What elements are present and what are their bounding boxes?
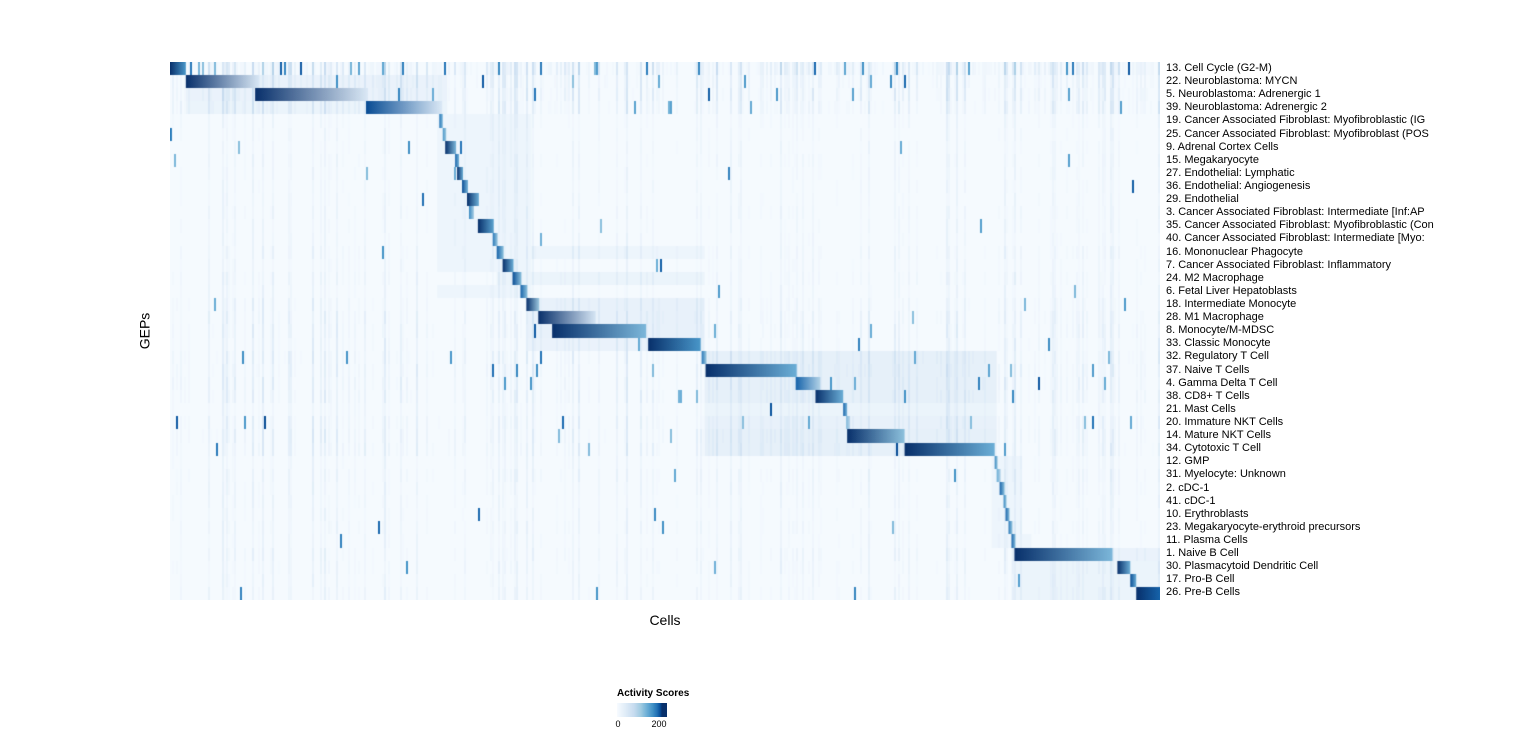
row-label: 25. Cancer Associated Fibroblast: Myofib… <box>1166 127 1429 140</box>
row-label: 27. Endothelial: Lymphatic <box>1166 166 1295 179</box>
row-label: 16. Mononuclear Phagocyte <box>1166 245 1303 258</box>
legend-tick-max: 200 <box>651 719 667 729</box>
row-label: 23. Megakaryocyte-erythroid precursors <box>1166 520 1361 533</box>
row-label: 10. Erythroblasts <box>1166 507 1249 520</box>
row-label: 8. Monocyte/M-MDSC <box>1166 324 1275 337</box>
row-label: 40. Cancer Associated Fibroblast: Interm… <box>1166 232 1425 245</box>
legend: Activity Scores 0 200 <box>615 688 757 731</box>
row-label: 14. Mature NKT Cells <box>1166 429 1271 442</box>
row-label: 21. Mast Cells <box>1166 402 1236 415</box>
row-label: 9. Adrenal Cortex Cells <box>1166 140 1279 153</box>
row-label: 2. cDC-1 <box>1166 481 1210 494</box>
row-label: 39. Neuroblastoma: Adrenergic 2 <box>1166 101 1327 114</box>
legend-ticks: 0 200 <box>615 719 667 731</box>
row-label: 35. Cancer Associated Fibroblast: Myofib… <box>1166 219 1434 232</box>
legend-tick-min: 0 <box>615 719 621 729</box>
y-axis-title: GEPs <box>136 312 153 350</box>
row-label: 15. Megakaryocyte <box>1166 153 1259 166</box>
row-label: 5. Neuroblastoma: Adrenergic 1 <box>1166 88 1321 101</box>
row-label: 37. Naive T Cells <box>1166 363 1250 376</box>
row-label: 30. Plasmacytoid Dendritic Cell <box>1166 560 1319 573</box>
row-label: 6. Fetal Liver Hepatoblasts <box>1166 284 1297 297</box>
row-label: 36. Endothelial: Angiogenesis <box>1166 179 1311 192</box>
row-label: 12. GMP <box>1166 455 1210 468</box>
row-label: 13. Cell Cycle (G2-M) <box>1166 62 1272 74</box>
row-label: 19. Cancer Associated Fibroblast: Myofib… <box>1166 114 1426 127</box>
legend-colorbar <box>617 703 667 717</box>
row-label: 26. Pre-B Cells <box>1166 586 1240 599</box>
row-label: 33. Classic Monocyte <box>1166 337 1271 350</box>
row-label: 22. Neuroblastoma: MYCN <box>1166 75 1298 88</box>
row-label: 18. Intermediate Monocyte <box>1166 297 1297 310</box>
row-label: 3. Cancer Associated Fibroblast: Interme… <box>1166 206 1425 219</box>
row-label: 20. Immature NKT Cells <box>1166 415 1284 428</box>
x-axis-title: Cells <box>649 612 681 628</box>
row-label: 31. Myelocyte: Unknown <box>1166 468 1286 481</box>
row-label: 29. Endothelial <box>1166 193 1239 206</box>
row-label: 1. Naive B Cell <box>1166 547 1239 560</box>
row-label: 32. Regulatory T Cell <box>1166 350 1269 363</box>
row-label: 7. Cancer Associated Fibroblast: Inflamm… <box>1166 258 1391 271</box>
row-label: 4. Gamma Delta T Cell <box>1166 376 1278 389</box>
row-label: 28. M1 Macrophage <box>1166 311 1264 324</box>
row-labels: 13. Cell Cycle (G2-M) 22. Neuroblastoma: … <box>1166 62 1434 600</box>
y-axis-title-wrap: GEPs <box>132 62 156 600</box>
row-label: 38. CD8+ T Cells <box>1166 389 1250 402</box>
row-label: 24. M2 Macrophage <box>1166 271 1264 284</box>
row-label: 41. cDC-1 <box>1166 494 1216 507</box>
heatmap-canvas <box>170 62 1160 600</box>
legend-title: Activity Scores <box>617 688 690 699</box>
heatmap-plot <box>170 62 1160 600</box>
row-label: 17. Pro-B Cell <box>1166 573 1235 586</box>
row-label: 34. Cytotoxic T Cell <box>1166 442 1261 455</box>
row-label: 11. Plasma Cells <box>1166 533 1248 546</box>
